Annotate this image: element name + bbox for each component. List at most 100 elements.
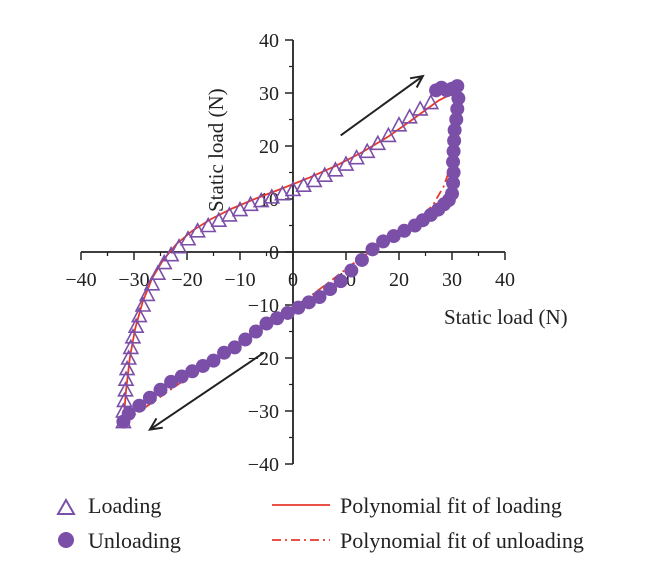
unloading-point (447, 123, 462, 138)
x-tick-label: 20 (389, 269, 409, 291)
loading-point (170, 238, 188, 254)
unloading-point (446, 176, 461, 191)
loading-point (295, 176, 312, 193)
loading-point (155, 253, 173, 270)
unloading-point (447, 133, 462, 148)
loading-point (380, 126, 397, 143)
unloading-point (446, 144, 461, 159)
y-tick-label: −30 (248, 401, 279, 423)
loading-point (127, 317, 145, 334)
unloading-point (195, 358, 210, 373)
legend-unloading-label: Unloading (88, 528, 181, 553)
unloading-point (259, 316, 274, 331)
legend-item-fit-unloading: Polynomial fit of unloading (272, 528, 584, 553)
loading-point (117, 370, 135, 387)
loading-point (124, 328, 142, 344)
y-axis-label: Static load (N) (204, 88, 228, 212)
loading-point (134, 296, 152, 312)
unloading-point (323, 282, 338, 297)
loading-point (162, 245, 180, 262)
unloading-point (185, 364, 200, 379)
loading-point (369, 134, 387, 151)
loading-point (122, 338, 140, 355)
y-tick-label: 40 (259, 30, 279, 52)
arrow-line (340, 75, 424, 137)
loading-point (117, 381, 134, 397)
loading-point (401, 108, 418, 124)
loading-point (274, 185, 291, 201)
unloading-point (446, 165, 461, 180)
unloading-point (451, 91, 466, 106)
legend-fit-loading-label: Polynomial fit of loading (340, 493, 562, 518)
unloading-point (450, 79, 465, 94)
unloading-point (238, 332, 253, 347)
x-tick-label: 40 (495, 269, 515, 291)
x-tick-label: 0 (288, 269, 298, 291)
unloading-point (333, 274, 348, 289)
fit-lines-group (122, 94, 459, 423)
loading-point (120, 349, 138, 365)
legend-item-unloading: Unloading (58, 528, 181, 553)
arrow-line (149, 351, 265, 431)
markers-group (115, 79, 466, 429)
loading-point (422, 93, 440, 110)
unloading-point (116, 414, 131, 429)
unloading-point (206, 353, 221, 368)
loading-point (242, 195, 259, 212)
unloading-point (270, 311, 285, 326)
arrows-group (147, 74, 425, 431)
loading-point (284, 180, 302, 197)
arrow-head (409, 74, 425, 88)
unloading-point (407, 218, 422, 233)
x-tick-label: 30 (442, 269, 462, 291)
loading-point (138, 285, 156, 302)
y-tick-label: 0 (269, 242, 279, 264)
unloading-point (142, 390, 157, 405)
loading-point (390, 116, 408, 132)
unloading-point (312, 290, 327, 305)
y-tick-label: −10 (248, 295, 279, 317)
loading-point (263, 188, 281, 204)
y-tick-label: −20 (248, 348, 279, 370)
unloading-point (291, 300, 306, 315)
x-tick-label: −20 (171, 269, 202, 291)
legend-item-loading: Loading (56, 493, 161, 518)
legend-loading-label: Loading (88, 493, 161, 518)
unloading-point (174, 369, 189, 384)
unloading-point (132, 398, 147, 413)
fit-loading-line (122, 94, 458, 422)
unloading-point (280, 305, 295, 320)
loading-point (252, 191, 270, 208)
loading-point (118, 359, 136, 376)
loading-point (149, 264, 167, 281)
x-tick-label: −10 (224, 269, 255, 291)
y-tick-label: 20 (259, 136, 279, 158)
unloading-point (376, 234, 391, 249)
unloading-point (397, 223, 412, 238)
unloading-point (301, 295, 316, 310)
legend-unloading-marker (58, 532, 74, 548)
loading-point (179, 230, 197, 246)
x-tick-label: −40 (65, 269, 96, 291)
loading-point (130, 306, 148, 323)
unloading-point (248, 324, 263, 339)
legend-item-fit-loading: Polynomial fit of loading (272, 493, 562, 518)
loading-point (143, 275, 161, 291)
x-axis-label: Static load (N) (444, 305, 568, 329)
unloading-point (217, 345, 232, 360)
y-tick-label: −40 (248, 454, 279, 476)
unloading-point (153, 382, 168, 397)
x-tick-label: −30 (118, 269, 149, 291)
unloading-point (354, 252, 369, 267)
unloading-point (344, 263, 359, 278)
arrow-head (147, 417, 163, 431)
loading-point (116, 391, 133, 408)
y-tick-label: 30 (259, 83, 279, 105)
unloading-point (365, 242, 380, 257)
unloading-point (227, 340, 242, 355)
axes-group: −40−30−20−10010203040−40−30−20−100102030… (65, 30, 515, 476)
unloading-point (386, 229, 401, 244)
loading-point (358, 142, 376, 159)
legend: Loading Unloading Polynomial fit of load… (56, 493, 584, 553)
